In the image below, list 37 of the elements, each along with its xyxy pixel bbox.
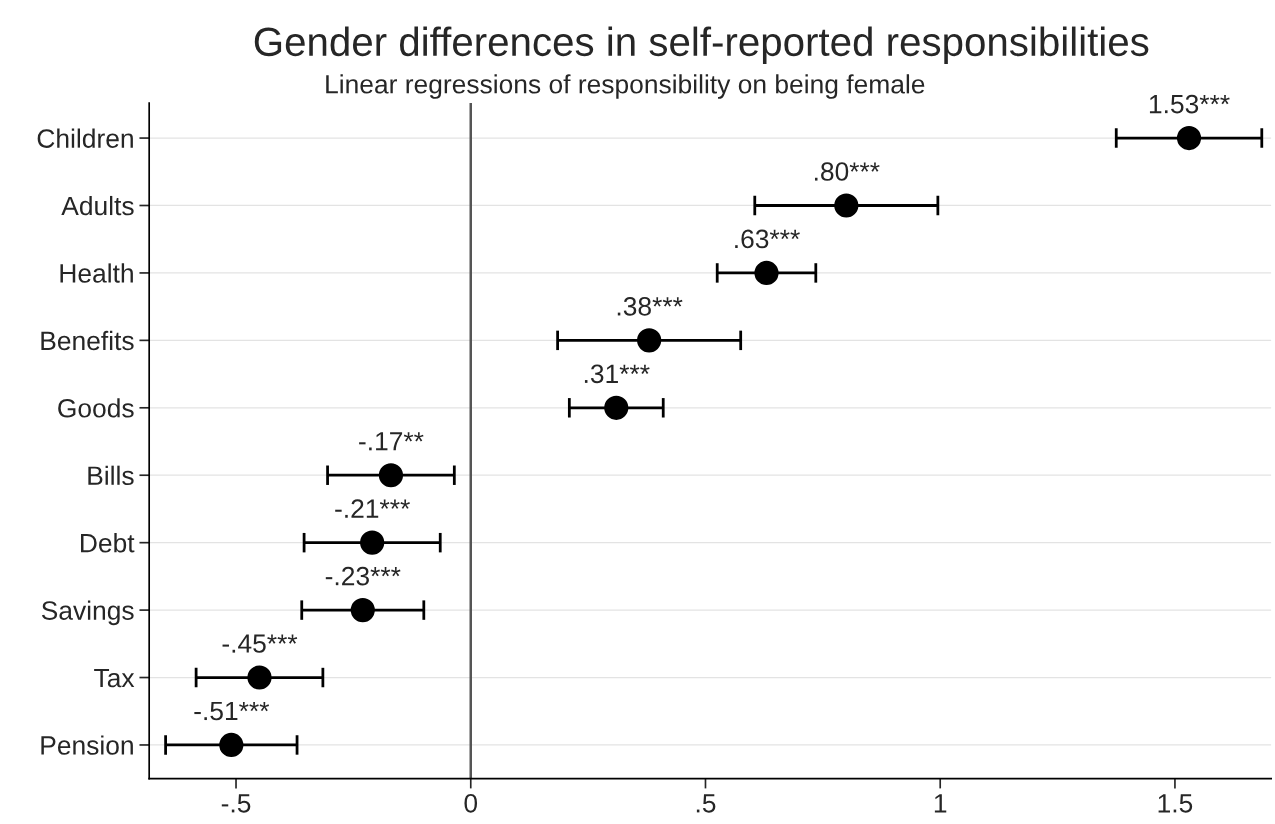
point [219, 732, 244, 758]
point [754, 260, 779, 286]
x-tick-label: -.5 [221, 794, 251, 813]
chart-title: Gender differences in self-reported responsibilities [254, 26, 1149, 65]
data-label: .80*** [814, 162, 880, 181]
x-tick-label: 0 [464, 793, 478, 813]
y-tick-label: Tax [94, 668, 135, 688]
y-tick-label: Savings [41, 600, 134, 626]
point [637, 328, 662, 353]
x-tick-label: 1 [934, 794, 947, 813]
y-tick-label: Pension [41, 735, 133, 755]
y-tick-label: Benefits [41, 330, 134, 351]
data-label: -.17** [359, 432, 424, 451]
data-label: 1.53*** [1149, 94, 1230, 114]
data-label: .63*** [735, 229, 800, 249]
x-tick-label: 1.5 [1158, 794, 1193, 813]
point [1176, 125, 1202, 151]
data-label: .38*** [617, 297, 683, 316]
point [604, 395, 629, 420]
point [350, 598, 375, 623]
y-tick-label: Goods [58, 398, 134, 418]
y-tick-label: Health [60, 263, 133, 283]
data-label: -.51*** [194, 701, 270, 721]
chart-subtitle: Linear regressions of responsibility on being female [326, 74, 925, 99]
y-tick-label: Bills [88, 465, 134, 486]
y-tick-label: Adults [61, 195, 134, 216]
y-tick-label: Children [37, 128, 133, 148]
point [360, 530, 385, 555]
data-label: .31*** [584, 364, 650, 384]
data-label: -.23*** [325, 566, 401, 586]
y-tick-label: Debt [81, 533, 135, 553]
point [834, 193, 859, 218]
x-tick-label: .5 [696, 794, 716, 813]
point [378, 463, 404, 488]
point [247, 665, 272, 690]
data-label: -.21*** [335, 499, 410, 518]
data-label: -.45*** [222, 634, 298, 653]
